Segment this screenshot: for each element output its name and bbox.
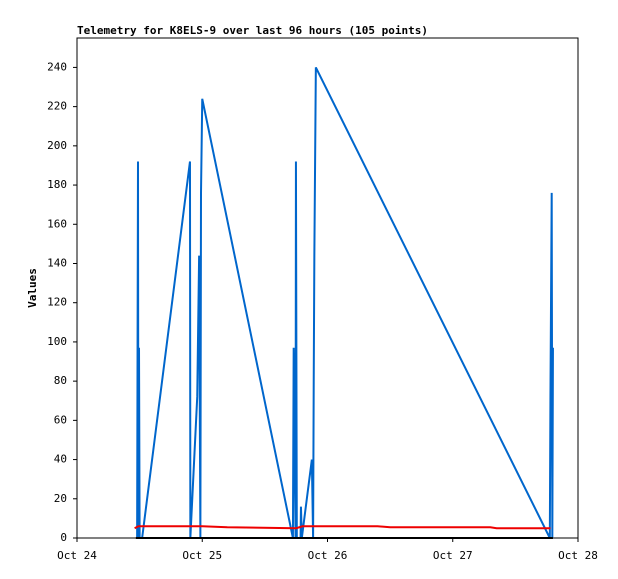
y-tick-label: 20 — [54, 492, 67, 505]
y-tick-label: 0 — [60, 531, 67, 544]
y-tick-label: 120 — [47, 296, 67, 309]
y-axis-label: Values — [26, 268, 39, 308]
y-tick-label: 100 — [47, 335, 67, 348]
x-tick-label: Oct 28 — [558, 549, 598, 562]
y-tick-label: 60 — [54, 413, 67, 426]
y-tick-label: 140 — [47, 256, 67, 269]
x-tick-label: Oct 24 — [57, 549, 97, 562]
y-tick-label: 40 — [54, 453, 67, 466]
y-tick-label: 180 — [47, 178, 67, 191]
y-tick-label: 220 — [47, 100, 67, 113]
chart-title: Telemetry for K8ELS-9 over last 96 hours… — [77, 24, 428, 37]
x-tick-label: Oct 26 — [308, 549, 348, 562]
series-line — [134, 525, 551, 530]
y-tick-label: 240 — [47, 60, 67, 73]
x-tick-label: Oct 25 — [182, 549, 222, 562]
y-tick-label: 80 — [54, 374, 67, 387]
y-tick-label: 200 — [47, 139, 67, 152]
x-tick-label: Oct 27 — [433, 549, 473, 562]
series-line — [136, 66, 554, 539]
y-tick-label: 160 — [47, 217, 67, 230]
